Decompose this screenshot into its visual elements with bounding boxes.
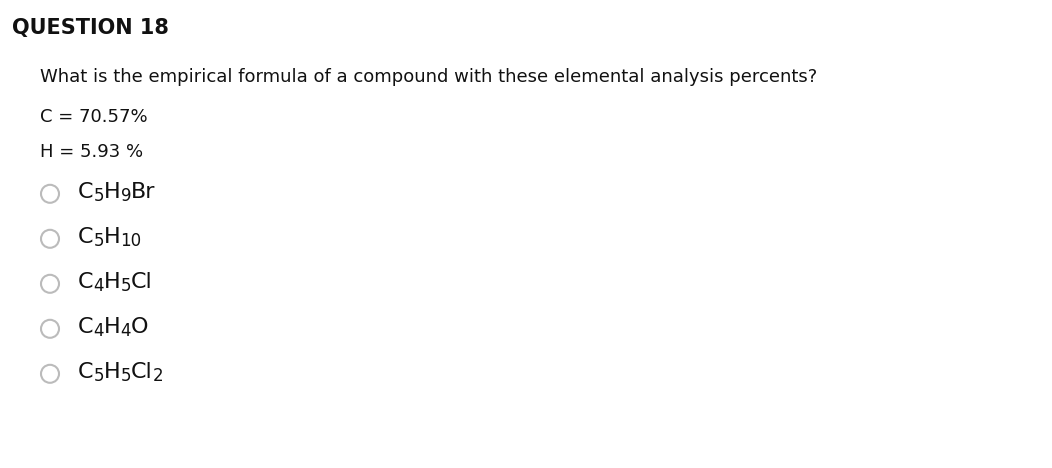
Text: H: H <box>104 182 121 202</box>
Text: 5: 5 <box>121 367 132 385</box>
Text: Cl: Cl <box>132 362 153 382</box>
Text: 5: 5 <box>94 367 104 385</box>
Text: H: H <box>104 317 121 337</box>
Text: 4: 4 <box>94 322 104 340</box>
Text: 5: 5 <box>121 277 132 295</box>
Text: C: C <box>78 227 94 247</box>
Text: C: C <box>78 272 94 292</box>
Text: 5: 5 <box>94 232 104 250</box>
Text: 5: 5 <box>94 187 104 205</box>
Text: 2: 2 <box>153 367 163 385</box>
Text: 9: 9 <box>121 187 132 205</box>
Text: Cl: Cl <box>132 272 153 292</box>
Text: O: O <box>132 317 148 337</box>
Text: C: C <box>78 317 94 337</box>
Text: 10: 10 <box>121 232 142 250</box>
Text: C: C <box>78 362 94 382</box>
Text: H: H <box>104 362 121 382</box>
Text: H: H <box>104 272 121 292</box>
Text: H: H <box>104 227 121 247</box>
Text: Br: Br <box>132 182 156 202</box>
Text: What is the empirical formula of a compound with these elemental analysis percen: What is the empirical formula of a compo… <box>40 68 817 86</box>
Text: H = 5.93 %: H = 5.93 % <box>40 143 143 161</box>
Text: C: C <box>78 182 94 202</box>
Text: QUESTION 18: QUESTION 18 <box>12 18 169 38</box>
Text: 4: 4 <box>121 322 132 340</box>
Text: C = 70.57%: C = 70.57% <box>40 108 147 126</box>
Text: 4: 4 <box>94 277 104 295</box>
